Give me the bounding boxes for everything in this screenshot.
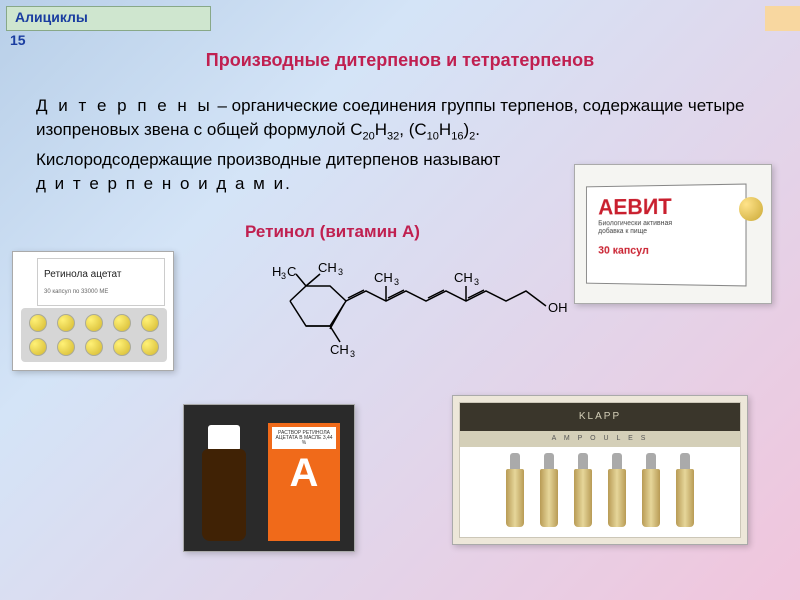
svg-text:3: 3: [394, 277, 399, 287]
capsule-icon: [141, 338, 159, 356]
capsule-icon: [29, 338, 47, 356]
capsule-icon: [29, 314, 47, 332]
svg-text:CH: CH: [454, 270, 473, 285]
tab-label: Алициклы: [15, 9, 88, 25]
image-aevit-box: АЕВИТ Биологически активная добавка к пи…: [574, 164, 772, 304]
svg-text:3: 3: [281, 271, 286, 281]
aevit-capsules: 30 капсул: [587, 235, 746, 258]
capsule-icon: [739, 197, 763, 221]
capsule-icon: [57, 338, 75, 356]
image-klapp-ampoules: KLAPP A M P O U L E S: [452, 395, 748, 545]
blister-pack: [21, 308, 167, 362]
capsule-icon: [85, 338, 103, 356]
orange-box: РАСТВОР РЕТИНОЛА АЦЕТАТА В МАСЛЕ 3,44 % …: [268, 423, 340, 541]
svg-text:OH: OH: [548, 300, 568, 315]
capsule-icon: [113, 314, 131, 332]
category-tab: Алициклы: [6, 6, 211, 31]
pack-subtext: 30 капсул по 33000 МЕ: [38, 289, 114, 295]
pack-label: Ретинола ацетат: [38, 259, 164, 280]
aevit-brand: АЕВИТ: [587, 185, 746, 221]
aevit-pack: АЕВИТ Биологически активная добавка к пи…: [586, 184, 747, 287]
slide-title: Производные дитерпенов и тетратерпенов: [0, 50, 800, 71]
pack-box: Ретинола ацетат 30 капсул по 33000 МЕ: [37, 258, 165, 306]
dropper-cap: [208, 425, 240, 451]
image-retinol-solution: РАСТВОР РЕТИНОЛА АЦЕТАТА В МАСЛЕ 3,44 % …: [183, 404, 355, 552]
svg-text:H: H: [272, 264, 281, 279]
klapp-brand: KLAPP: [460, 403, 740, 431]
svg-text:3: 3: [350, 349, 355, 359]
aevit-line2: добавка к пище: [587, 227, 746, 235]
capsule-icon: [113, 338, 131, 356]
paragraph-oxygen: Кислородсодержащие производные дитерпено…: [36, 148, 566, 172]
svg-text:3: 3: [338, 267, 343, 277]
capsule-icon: [85, 314, 103, 332]
svg-text:CH: CH: [374, 270, 393, 285]
capsule-icon: [141, 314, 159, 332]
svg-text:3: 3: [474, 277, 479, 287]
ampoule-icon: [676, 453, 694, 527]
tab-accent: [765, 6, 800, 31]
ampoule-icon: [642, 453, 660, 527]
subtitle-retinol: Ретинол (витамин А): [245, 222, 420, 242]
ampoule-icon: [540, 453, 558, 527]
ampoule-icon: [506, 453, 524, 527]
image-retinol-acetate-pack: Ретинола ацетат 30 капсул по 33000 МЕ: [12, 251, 174, 371]
retinol-structure: H3C CH3 CH3 CH3 CH3 OH: [270, 256, 590, 376]
ampoule-icon: [608, 453, 626, 527]
solution-label: РАСТВОР РЕТИНОЛА АЦЕТАТА В МАСЛЕ 3,44 %: [272, 427, 336, 449]
klapp-sub: A M P O U L E S: [460, 431, 740, 447]
ampoule-frame: KLAPP A M P O U L E S: [459, 402, 741, 538]
capsule-icon: [57, 314, 75, 332]
slide-number: 15: [10, 32, 26, 48]
term-diterpeny: Д и т е р п е н ы: [36, 96, 213, 115]
svg-text:C: C: [287, 264, 296, 279]
dropper-bottle: [202, 449, 246, 541]
paragraph-definition: Д и т е р п е н ы – органические соедине…: [36, 94, 766, 145]
svg-text:CH: CH: [330, 342, 349, 357]
ampoule-icon: [574, 453, 592, 527]
svg-text:CH: CH: [318, 260, 337, 275]
